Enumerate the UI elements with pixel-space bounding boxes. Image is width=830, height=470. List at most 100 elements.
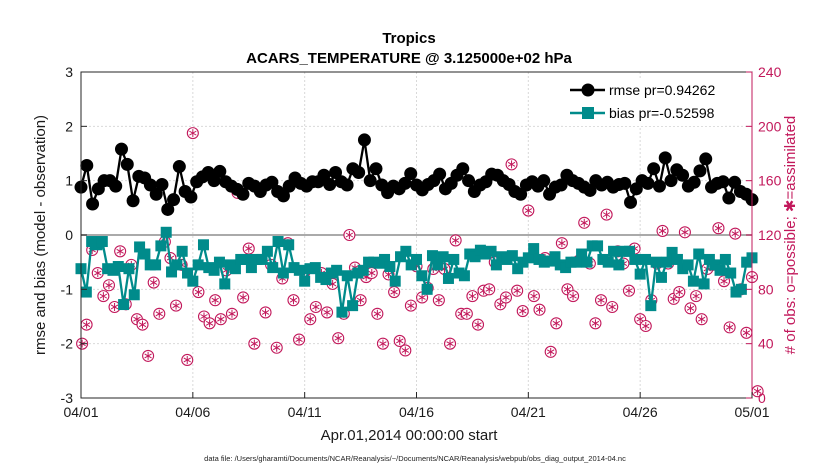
obs-marker [153,307,166,320]
obs-assimilated-asterisk [485,285,493,294]
obs-assimilated-asterisk [731,229,739,238]
rmse-point [462,174,476,188]
obs-assimilated-asterisk [513,286,521,295]
y-axis-left-label: rmse and bias (model - observation) [32,115,49,355]
obs-marker [466,290,479,303]
obs-assimilated-asterisk [345,231,354,239]
bias-point [458,270,470,282]
obs-assimilated-asterisk [535,305,544,314]
obs-marker [656,224,669,237]
rmse-point [456,162,470,176]
bias-point [485,245,497,257]
obs-marker [393,334,406,348]
obs-assimilated-asterisk [105,281,113,290]
bias-point [506,250,518,262]
y-tick-left-label: 2 [65,118,73,134]
obs-marker [287,294,300,307]
bias-point [347,300,359,312]
obs-marker [449,234,462,247]
rmse-point [213,164,227,178]
bias-point [134,241,146,253]
obs-assimilated-asterisk [474,320,482,329]
rmse-point [404,167,418,181]
obs-assimilated-asterisk [228,309,236,318]
rmse-point [167,193,181,207]
bias-point [299,275,311,287]
rmse-point [357,133,371,147]
y-tick-left-label: 0 [65,227,73,243]
obs-marker [388,285,401,299]
obs-marker [270,341,283,354]
rmse-point [728,175,742,189]
bias-point [725,267,737,279]
bias-point [331,264,343,276]
bias-point [613,259,625,271]
bias-series [75,226,758,318]
obs-marker [102,279,116,292]
obs-assimilated-asterisk [211,296,219,305]
bias-point [432,259,444,271]
obs-marker [527,290,540,303]
x-tick-label: 05/01 [734,404,769,420]
obs-marker [309,300,322,314]
y-tick-right-label: 80 [758,281,774,297]
obs-marker [678,226,691,239]
bias-point [528,243,540,255]
chart-subtitle: ACARS_TEMPERATURE @ 3.125000e+02 hPa [246,50,572,67]
obs-marker [248,337,261,350]
obs-marker [80,318,93,331]
bias-point [645,300,657,312]
obs-assimilated-asterisk [94,269,102,278]
obs-marker [639,319,652,333]
bias-point [256,253,268,265]
bias-point [341,270,353,282]
bias-point [166,266,178,278]
rmse-point [317,168,331,182]
obs-marker [516,305,529,318]
obs-assimilated-asterisk [725,323,734,332]
bias-point [448,253,460,265]
obs-assimilated-asterisk [519,307,527,316]
bias-point [698,278,710,290]
rmse-point [618,176,632,190]
obs-assimilated-asterisk [183,355,191,364]
bias-point [293,264,305,276]
obs-assimilated-asterisk [272,343,281,352]
bias-point [650,256,662,268]
bias-point [655,271,667,283]
obs-marker [304,313,317,326]
legend-rmse-marker [581,83,595,97]
rmse-point [80,158,94,172]
bias-point [192,259,204,271]
obs-assimilated-asterisk [379,339,387,348]
y-tick-right-label: 200 [758,118,782,134]
obs-marker [192,285,205,299]
bias-point [437,251,449,263]
bias-point [208,264,220,276]
obs-assimilated-asterisk [245,244,253,253]
obs-assimilated-asterisk [597,296,605,305]
bias-point [197,239,209,251]
x-tick-label: 04/01 [63,404,98,420]
obs-marker [237,291,250,304]
bias-point [123,263,135,275]
bias-point [267,262,279,274]
bias-point [379,253,391,265]
bias-point [426,250,438,262]
obs-assimilated-asterisk [401,346,410,355]
bias-point [666,246,678,258]
obs-marker [471,318,485,331]
obs-assimilated-asterisk [569,292,577,301]
obs-marker [544,345,557,358]
rmse-point [276,189,290,203]
obs-assimilated-asterisk [625,286,633,295]
obs-assimilated-asterisk [675,288,684,297]
obs-assimilated-asterisk [753,387,762,396]
obs-marker [376,337,390,350]
bias-point [522,252,534,264]
obs-marker [533,303,546,316]
bias-point [634,268,646,280]
obs-marker [578,216,591,229]
obs-marker [97,290,110,303]
obs-assimilated-asterisk [396,336,404,345]
